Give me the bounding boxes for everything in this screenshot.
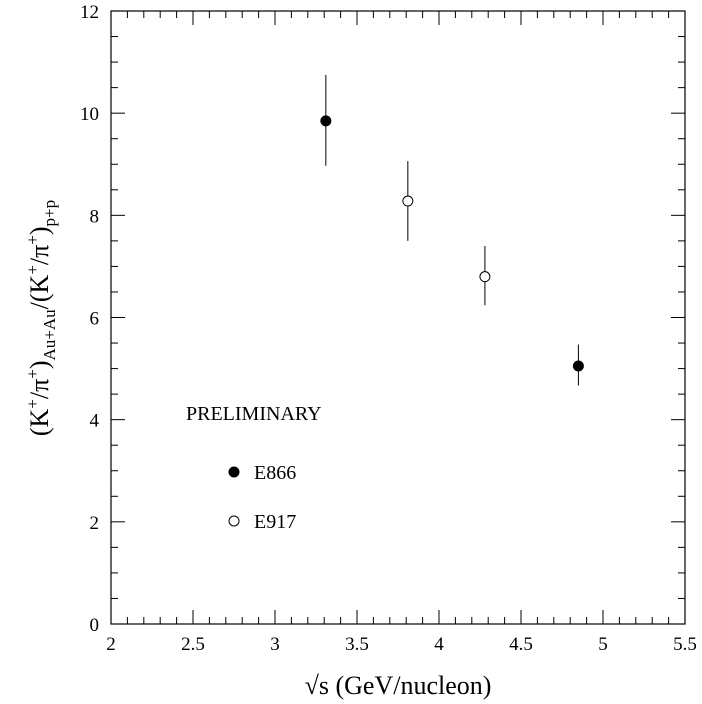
y-tick-label: 12: [80, 2, 99, 23]
legend-label-e866: E866: [254, 462, 296, 484]
y-tick-label: 10: [80, 104, 99, 125]
y-title-part: ): [25, 226, 54, 235]
y-axis-title: (K+/π+)Au+Au/(K+/π+)p+p: [23, 200, 59, 436]
y-title-part: (K: [25, 408, 54, 436]
data-point: [402, 195, 414, 207]
y-tick-label: 0: [90, 615, 100, 636]
legend-marker-e917: [228, 515, 240, 527]
x-tick-label: 3: [270, 634, 280, 655]
axis-ticks: [110, 10, 686, 625]
y-title-part: ): [25, 360, 54, 369]
data-point: [572, 360, 584, 372]
x-tick-label: 4.5: [509, 634, 533, 655]
y-tick-label: 6: [90, 309, 100, 330]
y-title-sup: +: [23, 399, 42, 409]
y-title-part: /(K: [25, 274, 54, 309]
data-point: [479, 271, 491, 283]
y-title-sup: +: [23, 265, 42, 275]
data-point: [320, 115, 332, 127]
x-axis-title: √s (GeV/nucleon): [305, 671, 492, 700]
x-tick-label: 4: [434, 634, 444, 655]
data-marks: [320, 74, 584, 386]
x-tick-label: 5: [598, 634, 608, 655]
y-title-sup: +: [23, 235, 42, 245]
plot-frame: [110, 10, 686, 625]
y-title-part: /π: [25, 245, 54, 265]
x-tick-label: 3.5: [345, 634, 369, 655]
y-title-sup: +: [23, 369, 42, 379]
x-tick-label: 2.5: [181, 634, 205, 655]
annotation-preliminary: PRELIMINARY: [186, 403, 322, 425]
y-title-sub: p+p: [40, 200, 59, 227]
y-title-part: /π: [25, 379, 54, 399]
legend-marker-e866: [228, 466, 240, 478]
y-title-sub: Au+Au: [40, 309, 59, 361]
x-tick-label: 2: [106, 634, 116, 655]
y-tick-label: 2: [90, 513, 100, 534]
y-tick-label: 4: [90, 411, 100, 432]
x-tick-label: 5.5: [673, 634, 697, 655]
y-tick-label: 8: [90, 206, 100, 227]
legend: E866 E917: [228, 462, 296, 533]
legend-label-e917: E917: [254, 511, 296, 533]
